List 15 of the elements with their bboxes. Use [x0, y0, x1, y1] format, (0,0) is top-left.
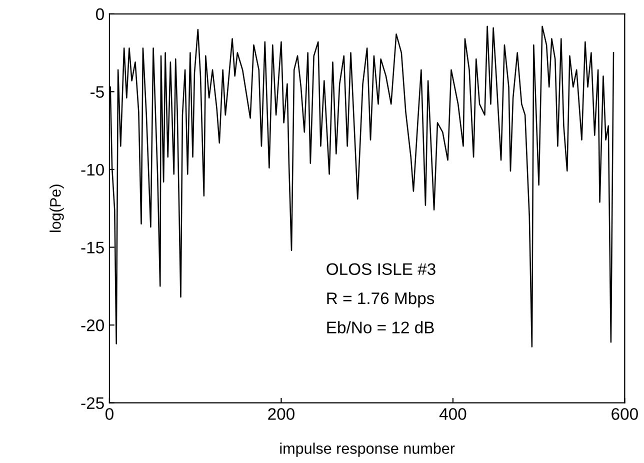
y-tick-label: -20: [81, 319, 104, 332]
y-tick-label: 0: [96, 8, 104, 20]
x-axis-title: impulse response number: [280, 442, 455, 457]
y-tick-label: -5: [90, 86, 104, 98]
annotation: Eb/No = 12 dB: [327, 321, 434, 334]
x-tick-label: 400: [439, 408, 466, 420]
annotation: OLOS ISLE #3: [326, 263, 436, 276]
x-tick-label: 200: [268, 408, 294, 420]
x-tick-label: 600: [612, 408, 638, 420]
annotation: R = 1.76 Mbps: [327, 292, 434, 308]
y-tick-label: -10: [81, 164, 104, 176]
x-tick-label: 0: [105, 408, 114, 420]
y-axis-title: log(Pe): [50, 184, 64, 232]
y-tick-label: -15: [81, 242, 104, 254]
y-tick-label: -25: [81, 397, 104, 410]
